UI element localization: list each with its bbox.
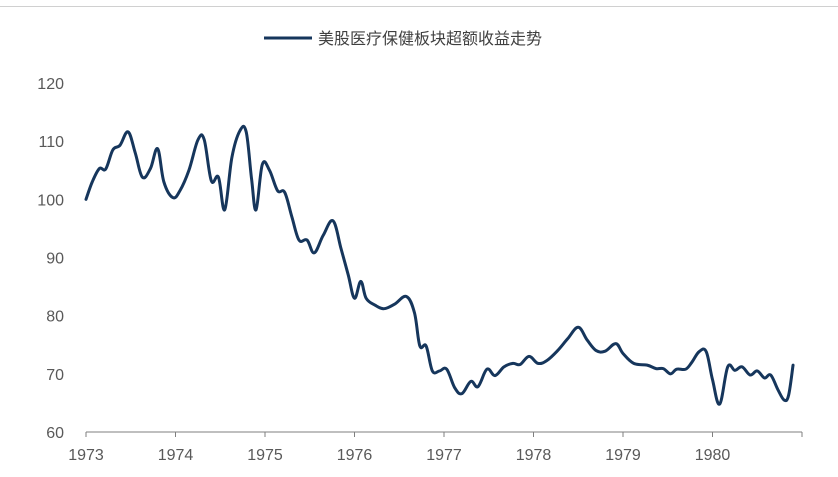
legend-label: 美股医疗保健板块超额收益走势 [318,29,542,48]
y-axis-ticks: 60 70 80 90 100 110 120 [37,76,64,442]
series-layer [84,124,795,406]
y-tick-label: 60 [46,425,64,442]
x-tick-label: 1973 [68,447,104,464]
legend: 美股医疗保健板块超额收益走势 [264,29,542,48]
y-tick-label: 110 [38,134,64,151]
x-axis-tick-marks [85,432,803,437]
series-line [84,124,795,406]
y-tick-label: 120 [37,76,64,93]
y-tick-label: 80 [46,309,64,326]
x-tick-label: 1976 [337,447,373,464]
y-tick-label: 70 [46,367,64,384]
x-axis-ticks: 1973 1974 1975 1976 1977 1978 1979 1980 [68,447,730,464]
x-tick-label: 1978 [516,447,552,464]
x-tick-label: 1974 [158,447,194,464]
x-tick-label: 1980 [695,447,731,464]
x-tick-label: 1975 [247,447,283,464]
x-tick-label: 1977 [426,447,462,464]
y-tick-label: 100 [37,192,64,209]
y-tick-label: 90 [46,251,64,268]
x-tick-label: 1979 [605,447,641,464]
